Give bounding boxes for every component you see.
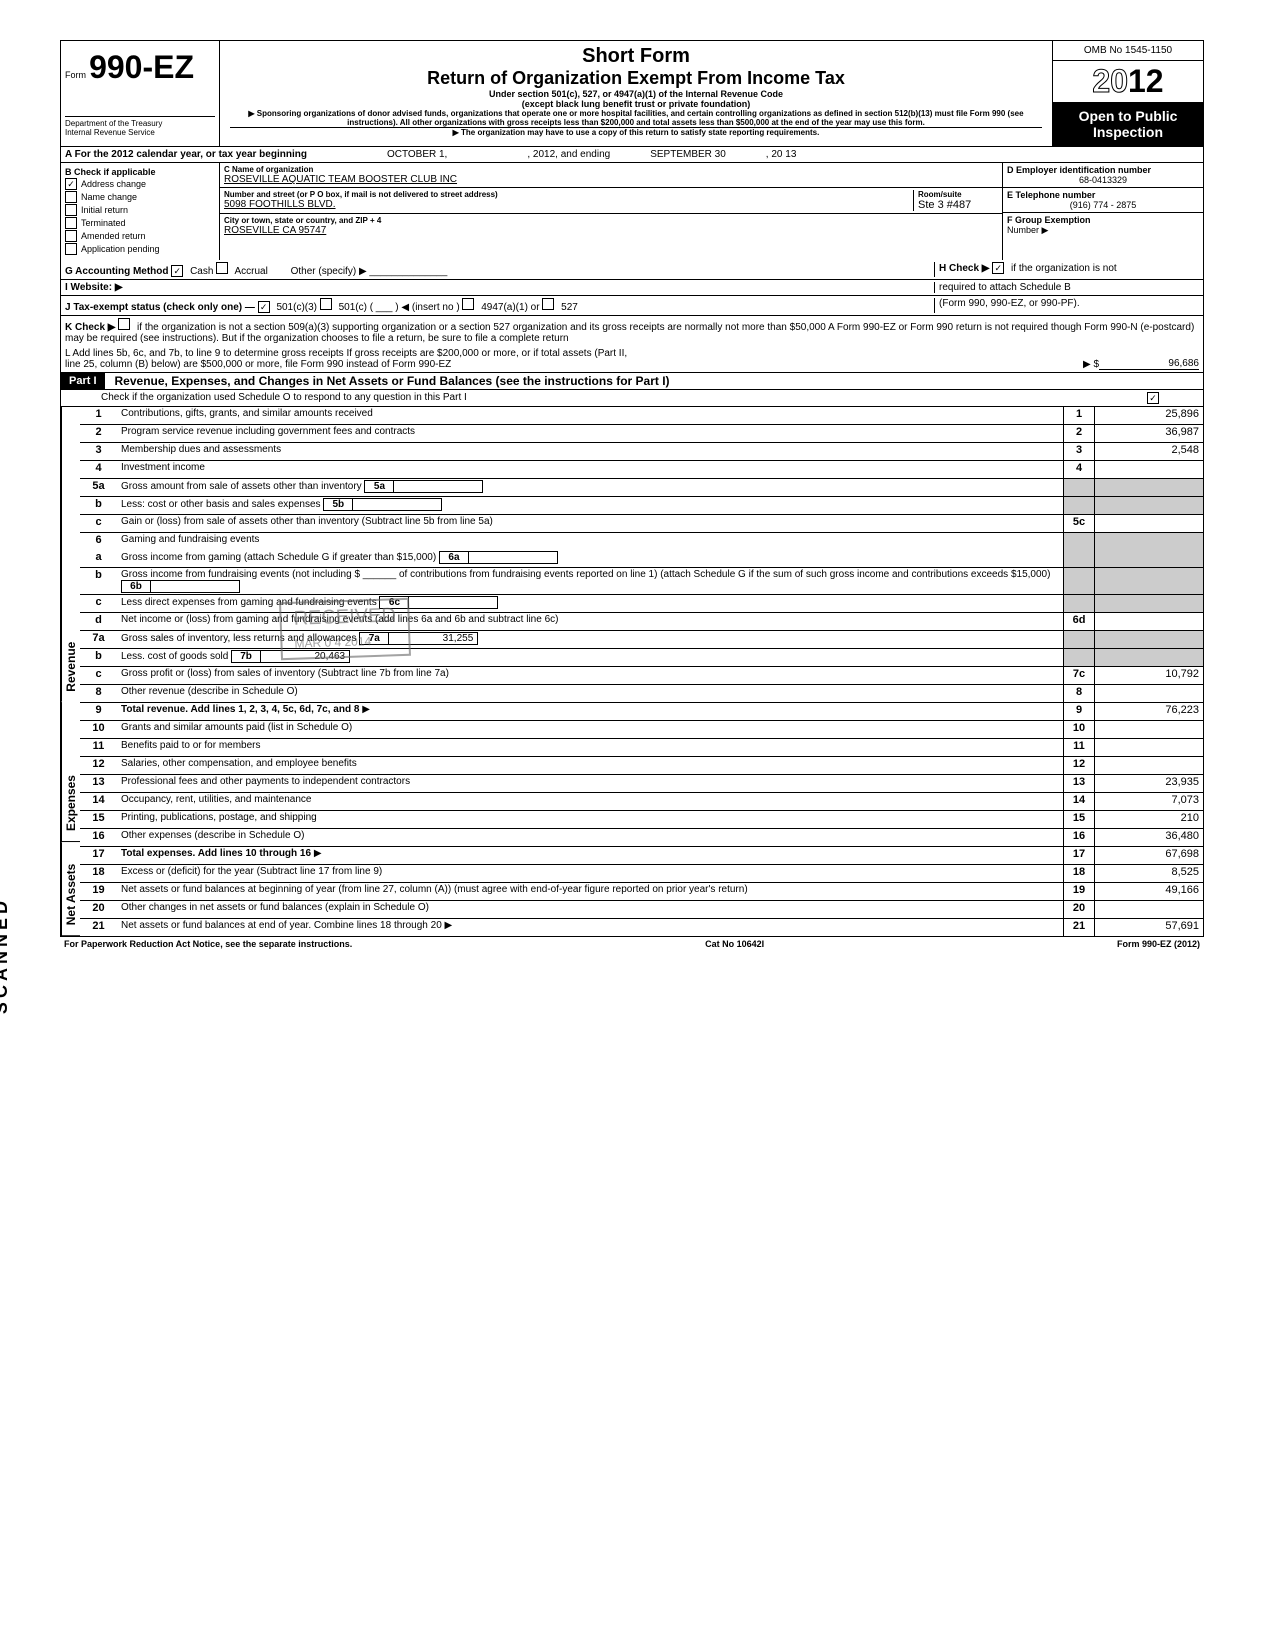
form-number-box: Form 990-EZ Department of the Treasury I… xyxy=(61,41,220,146)
dept-treasury: Department of the Treasury xyxy=(65,119,215,128)
right-info: D Employer identification number 68-0413… xyxy=(1002,163,1203,260)
checkbox-k[interactable] xyxy=(118,318,130,330)
line-16-amt: 36,480 xyxy=(1094,829,1203,846)
gross-receipts: 96,686 xyxy=(1099,358,1199,370)
line-8-amt xyxy=(1094,685,1203,702)
line-6d-amt xyxy=(1094,613,1203,630)
omb-number: OMB No 1545-1150 xyxy=(1053,41,1203,61)
scanned-stamp: MAR 0 4 2014 SCANNED xyxy=(0,850,12,1014)
line-9-amt: 76,223 xyxy=(1094,703,1203,720)
line-19-amt: 49,166 xyxy=(1094,883,1203,900)
form-990ez: Form 990-EZ Department of the Treasury I… xyxy=(60,40,1204,937)
line-12-amt xyxy=(1094,757,1203,774)
checkbox-501c3[interactable]: ✓ xyxy=(258,301,270,313)
short-form-title: Short Form xyxy=(230,45,1042,68)
form-footer: For Paperwork Reduction Act Notice, see … xyxy=(60,937,1204,951)
part1-check: Check if the organization used Schedule … xyxy=(61,390,1203,407)
checkbox-501c[interactable] xyxy=(320,298,332,310)
section-a: A For the 2012 calendar year, or tax yea… xyxy=(61,147,1203,163)
title-box: Short Form Return of Organization Exempt… xyxy=(220,41,1052,146)
sponsor-note: ▶ Sponsoring organizations of donor advi… xyxy=(230,109,1042,127)
checkbox-4947[interactable] xyxy=(462,298,474,310)
section-c: C Name of organization ROSEVILLE AQUATIC… xyxy=(220,163,1002,260)
org-street: 5098 FOOTHILLS BLVD. xyxy=(224,199,913,210)
line-5c-amt xyxy=(1094,515,1203,532)
checkbox-app-pending[interactable] xyxy=(65,243,77,255)
form-prefix: Form xyxy=(65,70,86,80)
line-1-amt: 25,896 xyxy=(1094,407,1203,424)
checkbox-terminated[interactable] xyxy=(65,217,77,229)
tax-year: 20201212 xyxy=(1053,61,1203,102)
main-table: Revenue Expenses Net Assets 1Contributio… xyxy=(61,407,1203,936)
section-j: J Tax-exempt status (check only one) — ✓… xyxy=(61,296,1203,316)
checkbox-amended[interactable] xyxy=(65,230,77,242)
section-b: B Check if applicable ✓Address change Na… xyxy=(61,163,220,260)
checkbox-sched-b[interactable]: ✓ xyxy=(992,262,1004,274)
line-7c-amt: 10,792 xyxy=(1094,667,1203,684)
line-18-amt: 8,525 xyxy=(1094,865,1203,882)
received-stamp: RECEIVED MAR 0 4 2014 xyxy=(279,598,411,661)
line-2-amt: 36,987 xyxy=(1094,425,1203,442)
section-k: K Check ▶ if the organization is not a s… xyxy=(61,316,1203,346)
checkbox-527[interactable] xyxy=(542,298,554,310)
line-17-amt: 67,698 xyxy=(1094,847,1203,864)
section-g-h: G Accounting Method ✓ Cash Accrual Other… xyxy=(61,260,1203,280)
checkbox-address-change[interactable]: ✓ xyxy=(65,178,77,190)
part1-header: Part I Revenue, Expenses, and Changes in… xyxy=(61,373,1203,390)
subtitle1: Under section 501(c), 527, or 4947(a)(1)… xyxy=(230,89,1042,99)
netassets-label: Net Assets xyxy=(61,842,80,936)
line-11-amt xyxy=(1094,739,1203,756)
org-info-section: B Check if applicable ✓Address change Na… xyxy=(61,163,1203,260)
checkbox-sched-o[interactable]: ✓ xyxy=(1147,392,1159,404)
room-suite: Ste 3 #487 xyxy=(918,199,998,211)
line-3-amt: 2,548 xyxy=(1094,443,1203,460)
checkbox-initial-return[interactable] xyxy=(65,204,77,216)
phone: (916) 774 - 2875 xyxy=(1007,200,1199,210)
copy-note: ▶ The organization may have to use a cop… xyxy=(230,127,1042,137)
open-public: Open to Public Inspection xyxy=(1053,102,1203,146)
irs-label: Internal Revenue Service xyxy=(65,128,215,137)
org-name: ROSEVILLE AQUATIC TEAM BOOSTER CLUB INC xyxy=(224,174,998,185)
checkbox-accrual[interactable] xyxy=(216,262,228,274)
line-20-amt xyxy=(1094,901,1203,918)
org-city: ROSEVILLE CA 95747 xyxy=(224,225,998,236)
right-header-box: OMB No 1545-1150 20201212 Open to Public… xyxy=(1052,41,1203,146)
line-10-amt xyxy=(1094,721,1203,738)
line-14-amt: 7,073 xyxy=(1094,793,1203,810)
section-l: L Add lines 5b, 6c, and 7b, to line 9 to… xyxy=(61,346,1203,373)
subtitle2: (except black lung benefit trust or priv… xyxy=(230,99,1042,109)
section-i: I Website: ▶ required to attach Schedule… xyxy=(61,280,1203,296)
line-15-amt: 210 xyxy=(1094,811,1203,828)
checkbox-name-change[interactable] xyxy=(65,191,77,203)
return-title: Return of Organization Exempt From Incom… xyxy=(230,68,1042,89)
line-21-amt: 57,691 xyxy=(1094,919,1203,936)
line-13-amt: 23,935 xyxy=(1094,775,1203,792)
line-4-amt xyxy=(1094,461,1203,478)
revenue-label: Revenue xyxy=(61,407,80,702)
expenses-label: Expenses xyxy=(61,702,80,842)
form-header: Form 990-EZ Department of the Treasury I… xyxy=(61,41,1203,147)
form-number: 990-EZ xyxy=(89,49,194,85)
checkbox-cash[interactable]: ✓ xyxy=(171,265,183,277)
ein: 68-0413329 xyxy=(1007,175,1199,185)
